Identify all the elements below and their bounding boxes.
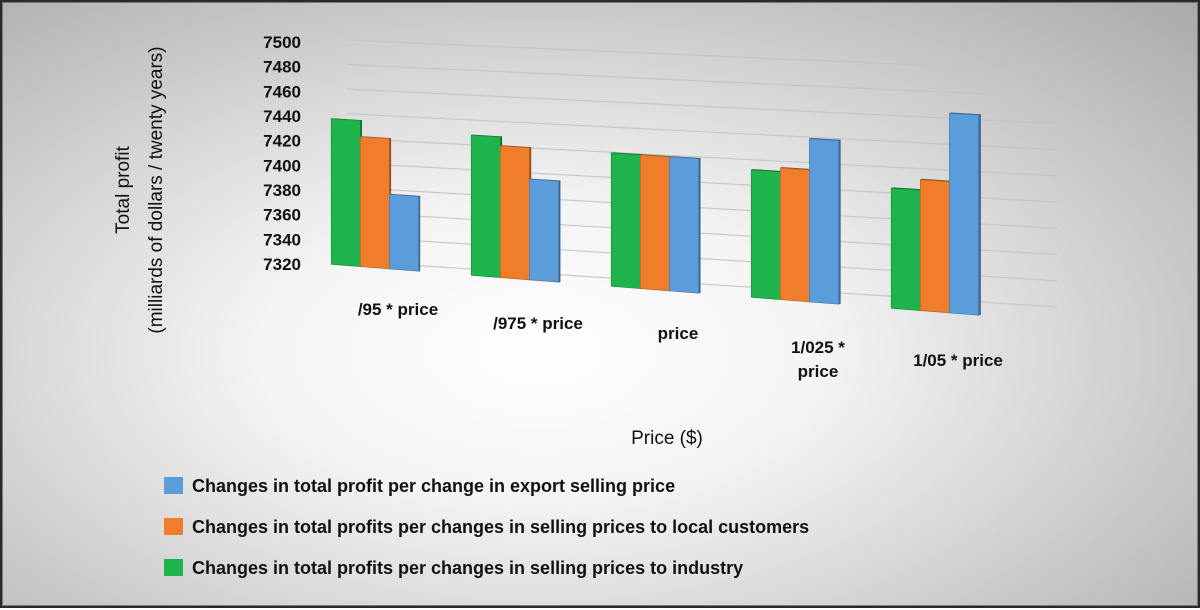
y-tick-label: 7380 [263, 181, 301, 200]
bar [669, 156, 701, 294]
gridline [346, 113, 1058, 151]
y-tick-label: 7400 [263, 156, 301, 175]
legend-label: Changes in total profits per changes in … [192, 517, 809, 537]
bar [809, 137, 841, 305]
y-axis-title: Total profit [113, 145, 134, 233]
bar [890, 187, 923, 312]
bar [639, 154, 672, 292]
y-tick-label: 7440 [263, 107, 301, 126]
x-tick-label: 1/05 * price [913, 351, 1003, 370]
bar [359, 136, 392, 270]
legend-label: Changes in total profit per change in ex… [192, 476, 675, 496]
gridline [346, 64, 1058, 98]
bar [499, 145, 532, 281]
legend-swatch [164, 518, 183, 535]
bar [949, 112, 981, 316]
x-tick-label: /975 * price [493, 314, 583, 333]
x-tick-labels: /95 * price/975 * price price 1/025 * price… [358, 300, 1003, 381]
bar [330, 118, 363, 267]
x-tick-label: price [658, 324, 699, 343]
bar [779, 167, 812, 303]
gridline [346, 137, 1058, 177]
x-axis-title: Price ($) [631, 428, 703, 449]
y-tick-label: 7360 [263, 206, 301, 225]
legend: Changes in total profit per change in ex… [164, 476, 809, 578]
y-tick-label: 7340 [263, 230, 301, 249]
bar [610, 152, 643, 289]
x-tick-label: 1/025 * price [791, 338, 845, 381]
bar [529, 178, 561, 283]
legend-item: Changes in total profits per changes in … [164, 558, 743, 578]
bar [389, 193, 421, 272]
legend-swatch [164, 477, 183, 494]
bar [750, 169, 783, 301]
legend-item: Changes in total profits per changes in … [164, 517, 809, 537]
legend-label: Changes in total profits per changes in … [192, 558, 743, 578]
bar [470, 134, 503, 278]
bar [919, 178, 952, 314]
gridline [346, 39, 1058, 72]
y-tick-label: 7320 [263, 255, 301, 274]
x-tick-label: /95 * price [358, 300, 438, 319]
bars [330, 112, 981, 316]
y-tick-label: 7420 [263, 132, 301, 151]
gridline [346, 88, 1058, 124]
gridlines [346, 39, 1058, 308]
y-axis-subtitle: (milliards of dollars / twenty years) [146, 46, 167, 333]
legend-swatch [164, 559, 183, 576]
legend-item: Changes in total profit per change in ex… [164, 476, 675, 496]
y-tick-label: 7460 [263, 82, 301, 101]
y-tick-labels: 7320 7340 7360 7380 7400 7420 7440 7460 7480 7500 [263, 33, 301, 274]
y-tick-label: 7500 [263, 33, 301, 52]
y-tick-label: 7480 [263, 58, 301, 77]
